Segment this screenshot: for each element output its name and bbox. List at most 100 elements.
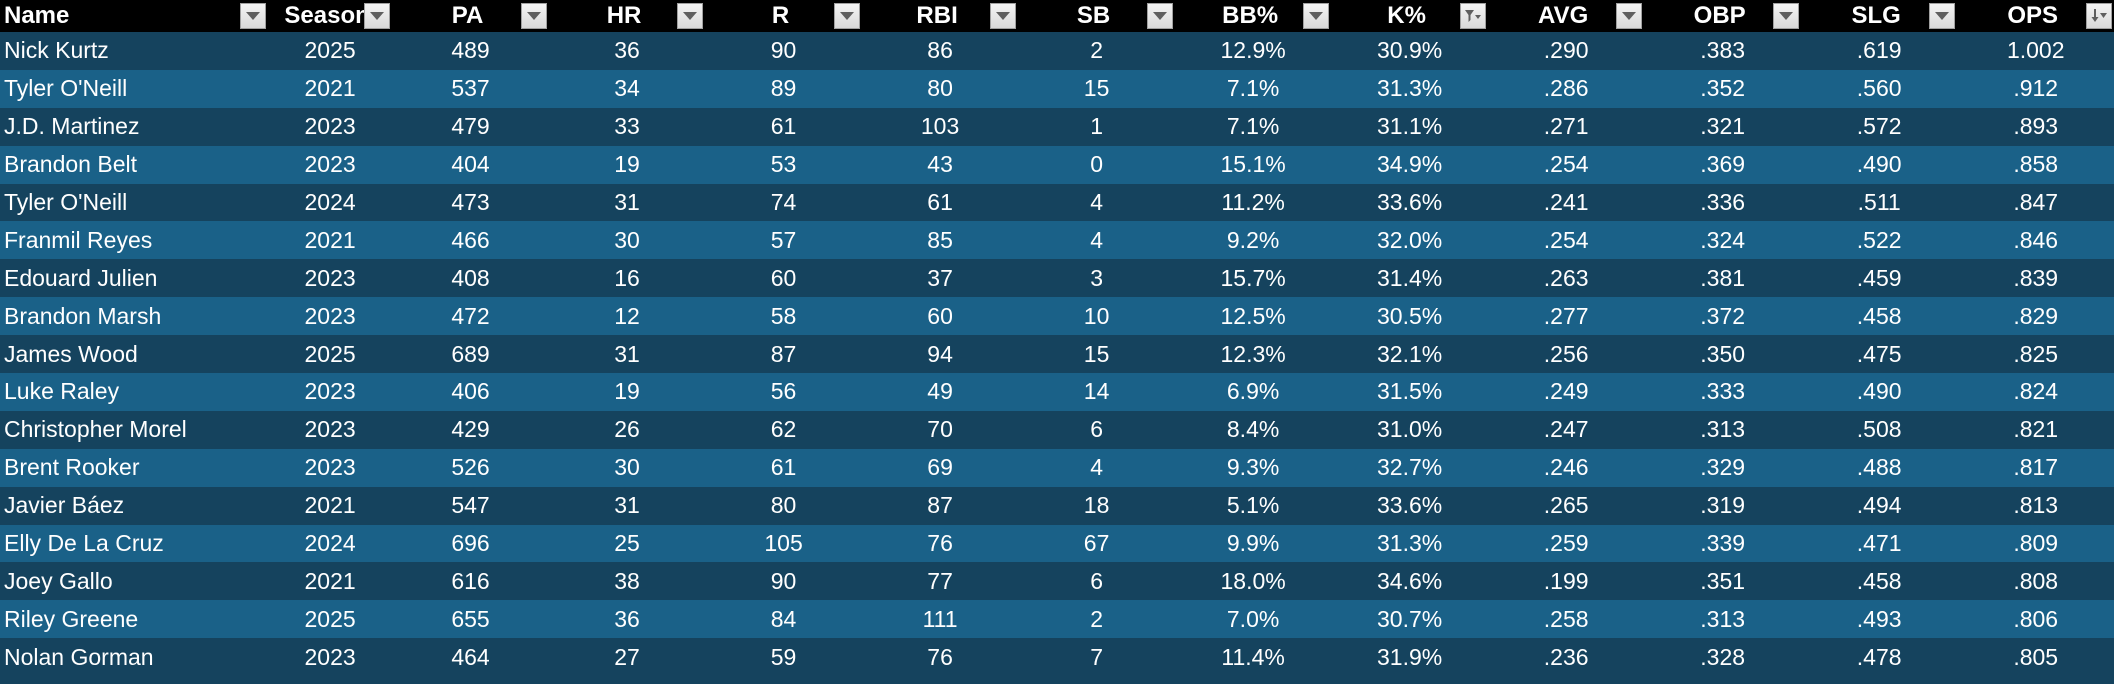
- cell-r[interactable]: 58: [770, 302, 797, 329]
- cell-ops[interactable]: .846: [2013, 226, 2059, 253]
- cell-hr[interactable]: 12: [614, 302, 640, 329]
- cell-season[interactable]: 2025: [304, 340, 356, 367]
- cell-rbi[interactable]: 85: [927, 226, 953, 253]
- cell-rbi[interactable]: 49: [927, 378, 953, 405]
- cell-slg[interactable]: .511: [1857, 189, 1901, 215]
- cell-sb[interactable]: 6: [1090, 416, 1103, 443]
- cell-bb-pct[interactable]: 8.4%: [1226, 416, 1280, 443]
- filter-button[interactable]: [520, 3, 547, 29]
- cell-sb[interactable]: 4: [1090, 454, 1103, 481]
- filter-button[interactable]: [1616, 3, 1643, 29]
- cell-r[interactable]: 84: [770, 605, 797, 632]
- cell-sb[interactable]: 2: [1090, 37, 1103, 64]
- cell-season[interactable]: 2025: [304, 605, 356, 632]
- cell-season[interactable]: 2021: [304, 567, 356, 594]
- cell-rbi[interactable]: 77: [927, 567, 953, 594]
- cell-r[interactable]: 60: [770, 264, 797, 291]
- cell-bb-pct[interactable]: 7.1%: [1226, 75, 1280, 102]
- cell-name[interactable]: Tyler O'Neill: [4, 75, 128, 102]
- cell-sb[interactable]: 4: [1090, 226, 1103, 253]
- cell-bb-pct[interactable]: 11.4%: [1221, 643, 1285, 670]
- cell-k-pct[interactable]: 31.3%: [1377, 530, 1443, 557]
- cell-bb-pct[interactable]: 9.3%: [1226, 454, 1280, 481]
- cell-rbi[interactable]: 61: [927, 189, 953, 215]
- cell-ops[interactable]: .806: [2013, 605, 2059, 632]
- cell-season[interactable]: 2023: [304, 416, 356, 443]
- cell-season[interactable]: 2023: [304, 454, 356, 481]
- cell-k-pct[interactable]: 31.1%: [1377, 113, 1443, 140]
- cell-ops[interactable]: .824: [2013, 378, 2059, 405]
- cell-avg[interactable]: .286: [1543, 75, 1589, 102]
- cell-name[interactable]: Nolan Gorman: [4, 643, 154, 670]
- cell-name[interactable]: Brent Rooker: [4, 454, 140, 481]
- cell-slg[interactable]: .522: [1856, 226, 1902, 253]
- cell-pa[interactable]: 464: [451, 643, 490, 670]
- cell-k-pct[interactable]: 31.9%: [1377, 643, 1443, 670]
- cell-ops[interactable]: .847: [2013, 189, 2059, 215]
- cell-avg[interactable]: .254: [1543, 151, 1589, 178]
- cell-season[interactable]: 2023: [304, 302, 356, 329]
- cell-hr[interactable]: 19: [614, 151, 640, 178]
- cell-k-pct[interactable]: 32.0%: [1377, 226, 1443, 253]
- cell-sb[interactable]: 7: [1090, 643, 1103, 670]
- cell-ops[interactable]: 1.002: [2006, 37, 2065, 64]
- cell-avg[interactable]: .241: [1543, 189, 1589, 215]
- cell-pa[interactable]: 429: [451, 416, 490, 443]
- cell-hr[interactable]: 26: [614, 416, 640, 443]
- cell-rbi[interactable]: 87: [927, 492, 953, 519]
- cell-avg[interactable]: .258: [1543, 605, 1589, 632]
- cell-hr[interactable]: 33: [614, 113, 640, 140]
- cell-hr[interactable]: 19: [614, 378, 640, 405]
- cell-ops[interactable]: .839: [2013, 264, 2059, 291]
- cell-name[interactable]: Brandon Marsh: [4, 302, 162, 329]
- cell-k-pct[interactable]: 31.3%: [1377, 75, 1443, 102]
- cell-avg[interactable]: .271: [1543, 113, 1589, 140]
- filter-button[interactable]: [239, 3, 266, 29]
- cell-obp[interactable]: .339: [1700, 530, 1746, 557]
- cell-pa[interactable]: 547: [451, 492, 490, 519]
- cell-k-pct[interactable]: 33.6%: [1377, 492, 1443, 519]
- cell-slg[interactable]: .478: [1856, 643, 1902, 670]
- cell-k-pct[interactable]: 31.5%: [1377, 378, 1443, 405]
- cell-hr[interactable]: 36: [614, 605, 640, 632]
- cell-sb[interactable]: 15: [1083, 340, 1110, 367]
- cell-r[interactable]: 53: [770, 151, 797, 178]
- cell-hr[interactable]: 25: [614, 530, 640, 557]
- cell-r[interactable]: 90: [770, 37, 797, 64]
- cell-avg[interactable]: .277: [1543, 302, 1589, 329]
- cell-hr[interactable]: 31: [614, 189, 640, 215]
- column-header-sb[interactable]: SB: [1018, 0, 1175, 32]
- cell-sb[interactable]: 3: [1090, 264, 1103, 291]
- cell-slg[interactable]: .488: [1856, 454, 1902, 481]
- cell-obp[interactable]: .333: [1700, 378, 1746, 405]
- cell-ops[interactable]: .858: [2013, 151, 2059, 178]
- cell-hr[interactable]: 27: [614, 643, 640, 670]
- cell-hr[interactable]: 31: [614, 492, 640, 519]
- cell-pa[interactable]: 689: [451, 340, 490, 367]
- cell-name[interactable]: Elly De La Cruz: [4, 530, 164, 557]
- cell-bb-pct[interactable]: 9.2%: [1226, 226, 1280, 253]
- cell-avg[interactable]: .256: [1543, 340, 1589, 367]
- cell-obp[interactable]: .329: [1700, 454, 1746, 481]
- cell-rbi[interactable]: 94: [927, 340, 953, 367]
- cell-name[interactable]: Riley Greene: [4, 605, 139, 632]
- cell-name[interactable]: Edouard Julien: [4, 264, 158, 291]
- cell-ops[interactable]: .912: [2013, 75, 2059, 102]
- column-header-season[interactable]: Season: [268, 0, 392, 32]
- cell-obp[interactable]: .352: [1700, 75, 1746, 102]
- cell-ops[interactable]: .809: [2013, 530, 2059, 557]
- cell-name[interactable]: Franmil Reyes: [4, 226, 153, 253]
- column-header-avg[interactable]: AVG: [1488, 0, 1645, 32]
- cell-r[interactable]: 61: [770, 454, 797, 481]
- cell-sb[interactable]: 18: [1083, 492, 1110, 519]
- cell-bb-pct[interactable]: 15.1%: [1220, 151, 1286, 178]
- cell-slg[interactable]: .475: [1856, 340, 1902, 367]
- cell-season[interactable]: 2023: [304, 151, 356, 178]
- cell-sb[interactable]: 14: [1083, 378, 1110, 405]
- filter-button[interactable]: [2086, 3, 2112, 29]
- cell-k-pct[interactable]: 32.1%: [1377, 340, 1443, 367]
- cell-pa[interactable]: 616: [451, 567, 490, 594]
- cell-ops[interactable]: .893: [2013, 113, 2059, 140]
- cell-sb[interactable]: 15: [1083, 75, 1110, 102]
- cell-avg[interactable]: .254: [1543, 226, 1589, 253]
